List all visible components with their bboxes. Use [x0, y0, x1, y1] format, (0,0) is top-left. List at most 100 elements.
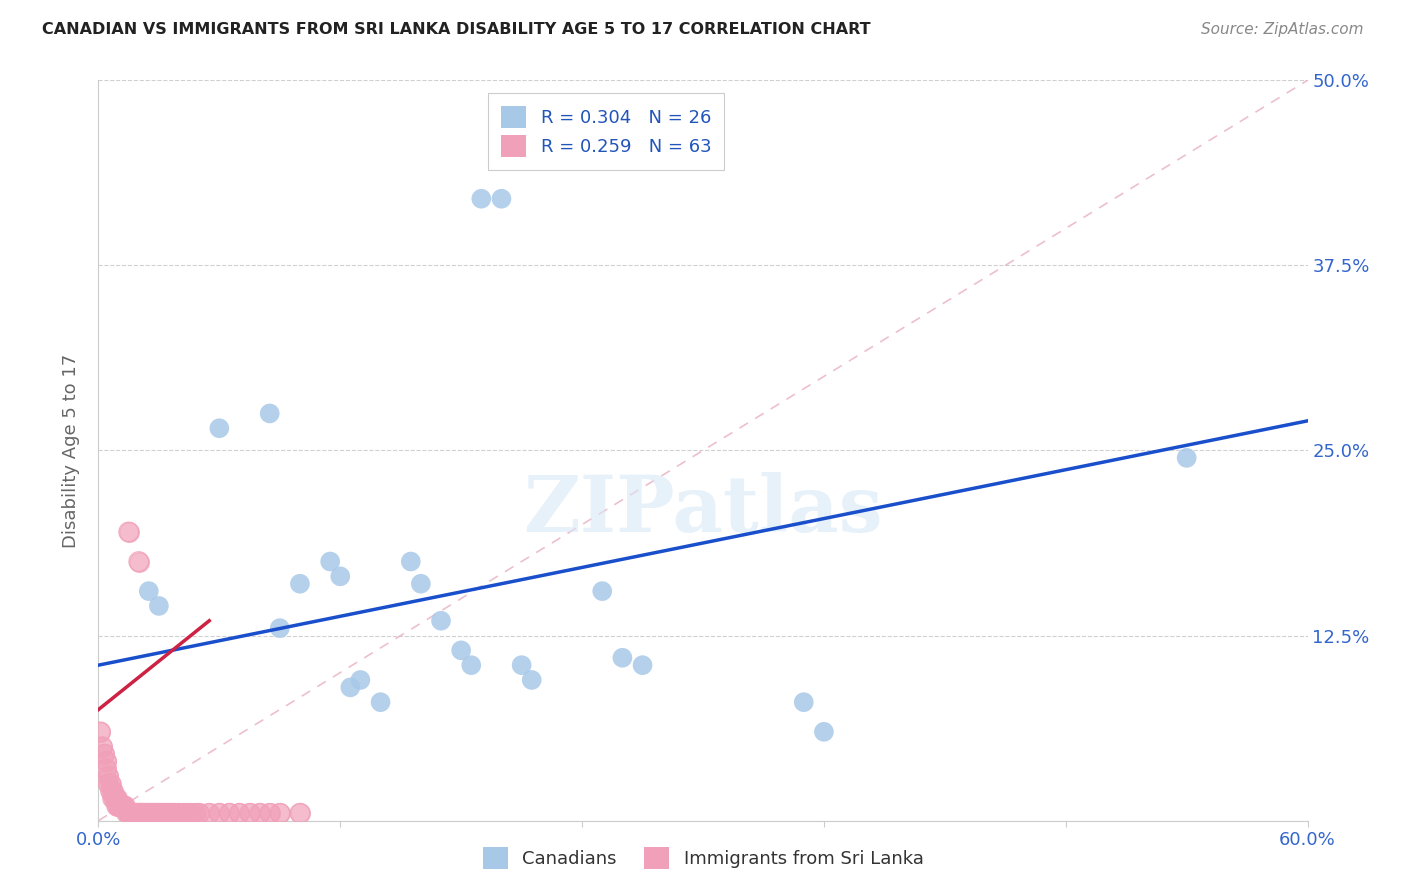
Point: [172, 806, 194, 821]
Point: [97, 776, 120, 791]
Point: [176, 806, 198, 821]
Point: [239, 806, 262, 821]
Point: [259, 806, 281, 821]
Point: [97, 769, 120, 783]
Point: [96, 762, 118, 776]
Point: [89, 724, 111, 739]
Point: [152, 806, 174, 821]
Y-axis label: Disability Age 5 to 17: Disability Age 5 to 17: [62, 353, 80, 548]
Point: [96, 755, 118, 769]
Point: [143, 806, 166, 821]
Point: [101, 791, 124, 805]
Point: [146, 806, 169, 821]
Point: [135, 806, 157, 821]
Point: [520, 673, 543, 687]
Point: [115, 806, 138, 821]
Point: [239, 806, 262, 821]
Point: [91, 739, 114, 754]
Point: [470, 192, 492, 206]
Point: [208, 806, 231, 821]
Point: [167, 806, 190, 821]
Point: [813, 724, 835, 739]
Point: [107, 798, 129, 813]
Point: [118, 806, 141, 821]
Point: [288, 806, 311, 821]
Point: [430, 614, 453, 628]
Point: [149, 806, 172, 821]
Point: [114, 798, 136, 813]
Point: [118, 524, 141, 539]
Point: [208, 806, 231, 821]
Text: ZIPatlas: ZIPatlas: [523, 472, 883, 548]
Point: [134, 806, 156, 821]
Point: [631, 658, 654, 673]
Point: [157, 806, 180, 821]
Legend: Canadians, Immigrants from Sri Lanka: Canadians, Immigrants from Sri Lanka: [474, 838, 932, 879]
Point: [162, 806, 184, 821]
Point: [491, 192, 513, 206]
Point: [218, 806, 240, 821]
Point: [110, 798, 132, 813]
Text: CANADIAN VS IMMIGRANTS FROM SRI LANKA DISABILITY AGE 5 TO 17 CORRELATION CHART: CANADIAN VS IMMIGRANTS FROM SRI LANKA DI…: [42, 22, 870, 37]
Point: [172, 806, 194, 821]
Point: [128, 806, 150, 821]
Point: [184, 806, 207, 821]
Point: [120, 806, 142, 821]
Point: [121, 806, 143, 821]
Point: [118, 806, 141, 821]
Point: [121, 806, 143, 821]
Point: [96, 755, 118, 769]
Point: [370, 695, 392, 709]
Point: [249, 806, 271, 821]
Point: [105, 798, 128, 813]
Point: [793, 695, 815, 709]
Point: [269, 806, 291, 821]
Point: [129, 806, 152, 821]
Point: [142, 806, 165, 821]
Point: [288, 576, 311, 591]
Point: [118, 806, 141, 821]
Point: [111, 798, 134, 813]
Point: [100, 776, 122, 791]
Point: [125, 806, 148, 821]
Point: [157, 806, 180, 821]
Point: [153, 806, 176, 821]
Point: [148, 806, 170, 821]
Point: [1175, 450, 1198, 465]
Point: [91, 739, 114, 754]
Point: [167, 806, 190, 821]
Point: [89, 724, 111, 739]
Point: [208, 421, 231, 435]
Legend: R = 0.304   N = 26, R = 0.259   N = 63: R = 0.304 N = 26, R = 0.259 N = 63: [488, 93, 724, 169]
Point: [180, 806, 202, 821]
Point: [156, 806, 179, 821]
Point: [228, 806, 250, 821]
Point: [107, 798, 129, 813]
Point: [103, 791, 125, 805]
Point: [160, 806, 183, 821]
Point: [103, 791, 125, 805]
Point: [101, 784, 124, 798]
Point: [111, 798, 134, 813]
Point: [105, 791, 128, 805]
Point: [138, 584, 160, 599]
Point: [135, 806, 157, 821]
Point: [118, 806, 141, 821]
Point: [198, 806, 221, 821]
Point: [132, 806, 155, 821]
Point: [97, 776, 120, 791]
Point: [228, 806, 250, 821]
Point: [339, 681, 361, 695]
Point: [105, 791, 128, 805]
Point: [139, 806, 162, 821]
Point: [128, 806, 150, 821]
Point: [349, 673, 371, 687]
Point: [319, 555, 342, 569]
Point: [128, 806, 150, 821]
Point: [612, 650, 634, 665]
Point: [100, 784, 122, 798]
Point: [101, 784, 124, 798]
Point: [148, 599, 170, 613]
Point: [149, 806, 172, 821]
Point: [259, 806, 281, 821]
